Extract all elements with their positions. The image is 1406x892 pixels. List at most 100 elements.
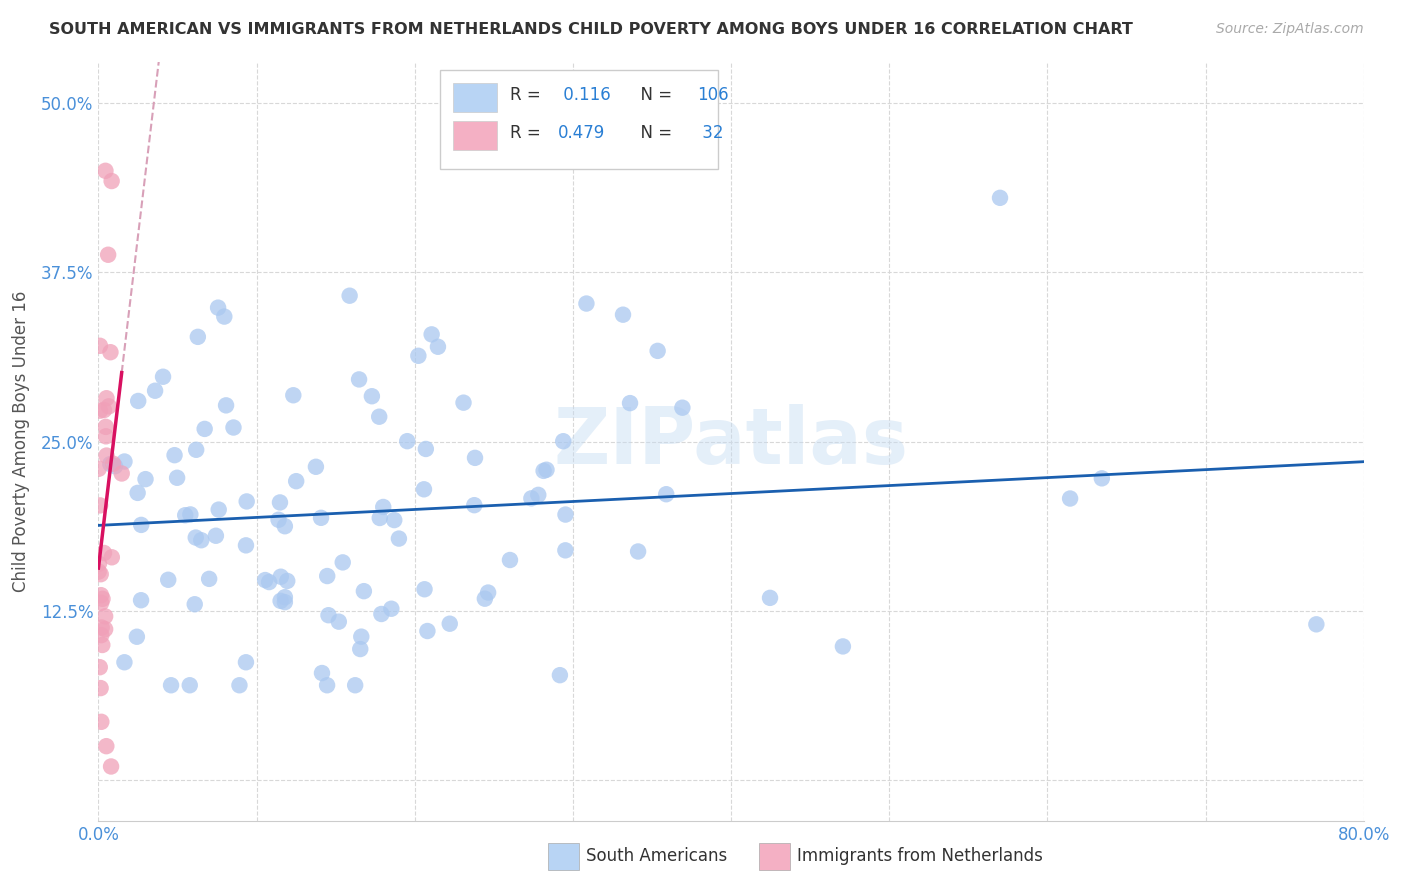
Point [90, 588, 112, 602]
Text: 32: 32 [697, 124, 724, 142]
Point [382, 513, 405, 527]
Point [413, 582, 436, 597]
Point [112, 655, 135, 669]
Point [100, 174, 122, 188]
Point [274, 595, 297, 609]
Text: Immigrants from Netherlands: Immigrants from Netherlands [797, 847, 1043, 865]
Point [360, 389, 382, 403]
Point [90, 681, 112, 695]
Text: 0.116: 0.116 [558, 86, 610, 104]
Point [100, 345, 122, 359]
Point [416, 624, 439, 638]
Point [276, 574, 298, 588]
FancyBboxPatch shape [453, 120, 498, 150]
Point [96, 449, 118, 463]
Point [332, 555, 354, 569]
Point [426, 340, 449, 354]
Point [100, 759, 122, 773]
Point [127, 486, 149, 500]
Point [477, 585, 499, 599]
Point [89, 403, 111, 417]
Point [370, 607, 392, 621]
Point [184, 531, 207, 545]
Point [463, 498, 485, 512]
Point [235, 494, 257, 508]
Point [94, 429, 117, 443]
Point [554, 543, 576, 558]
Point [270, 594, 292, 608]
Point [183, 597, 205, 611]
Point [187, 330, 209, 344]
Point [368, 409, 391, 424]
Y-axis label: Child Poverty Among Boys Under 16: Child Poverty Among Boys Under 16 [11, 291, 30, 592]
Point [474, 591, 496, 606]
Point [373, 500, 395, 514]
Text: 106: 106 [697, 86, 728, 104]
Point [97, 248, 120, 262]
Point [832, 640, 855, 654]
Point [89, 339, 111, 353]
Point [87, 557, 110, 571]
Point [93, 403, 115, 417]
Point [101, 457, 124, 471]
Point [554, 508, 576, 522]
Point [283, 388, 305, 402]
Point [318, 608, 340, 623]
Point [344, 678, 367, 692]
Point [179, 678, 201, 692]
Point [548, 668, 571, 682]
Point [520, 491, 543, 506]
Point [228, 678, 250, 692]
Point [129, 517, 152, 532]
Point [198, 572, 221, 586]
Point [527, 488, 550, 502]
Point [90, 621, 112, 635]
Point [125, 630, 148, 644]
Point [619, 396, 641, 410]
Point [328, 615, 350, 629]
Point [166, 471, 188, 485]
Point [420, 327, 443, 342]
Point [94, 163, 117, 178]
Point [94, 609, 117, 624]
Point [152, 369, 174, 384]
Point [174, 508, 197, 523]
Point [127, 394, 149, 409]
Point [101, 550, 124, 565]
Point [215, 398, 238, 412]
Point [553, 434, 575, 449]
Point [208, 502, 231, 516]
Point [671, 401, 693, 415]
Point [194, 422, 217, 436]
Text: 0.479: 0.479 [558, 124, 605, 142]
Point [988, 191, 1011, 205]
Text: ZIPatlas: ZIPatlas [554, 403, 908, 480]
Point [90, 714, 112, 729]
Point [89, 660, 111, 674]
Point [91, 591, 114, 606]
Point [1305, 617, 1327, 632]
Point [536, 463, 558, 477]
Point [96, 391, 118, 405]
Point [396, 434, 419, 449]
Point [235, 655, 257, 669]
Text: Source: ZipAtlas.com: Source: ZipAtlas.com [1216, 22, 1364, 37]
Point [647, 343, 669, 358]
Point [464, 450, 486, 465]
Point [190, 533, 212, 548]
Point [655, 487, 678, 501]
Point [143, 384, 166, 398]
Point [388, 532, 411, 546]
Point [160, 678, 183, 692]
FancyBboxPatch shape [440, 70, 718, 169]
Point [235, 538, 257, 552]
Point [380, 601, 402, 615]
Point [350, 630, 373, 644]
Point [305, 459, 328, 474]
FancyBboxPatch shape [453, 83, 498, 112]
Point [575, 296, 598, 310]
Point [316, 678, 339, 692]
Point [453, 395, 475, 409]
Point [97, 400, 120, 414]
Point [270, 570, 292, 584]
